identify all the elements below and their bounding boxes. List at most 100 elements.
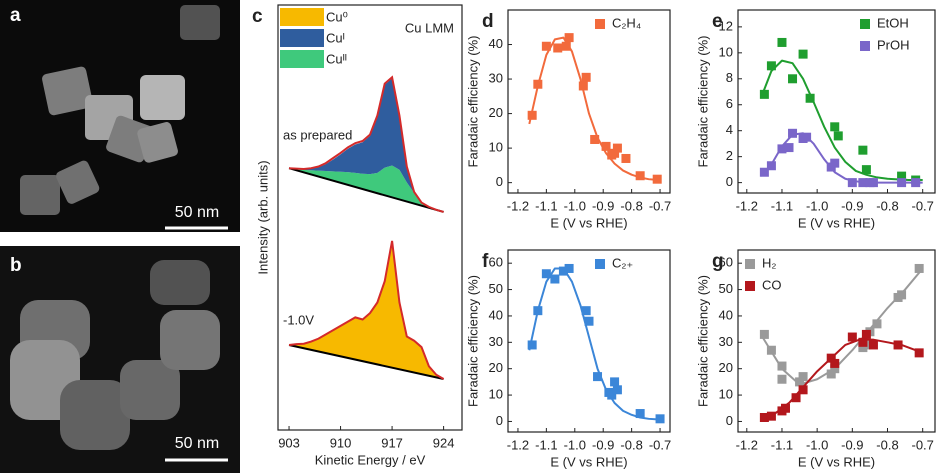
legend-marker: [745, 281, 755, 291]
y-axis-label: Faradaic efficiency (%): [465, 275, 480, 407]
data-point: [858, 178, 868, 188]
x-tick-label: -1.1: [771, 198, 793, 213]
component-area: [289, 241, 444, 379]
data-point: [635, 171, 645, 181]
y-tick-label: 0: [496, 174, 503, 189]
legend-label: Cuᴵᴵ: [326, 51, 347, 66]
image-b: b 50 nm: [0, 246, 240, 473]
y-tick-label: 0: [726, 413, 733, 428]
data-point: [601, 141, 611, 151]
data-point: [652, 174, 662, 184]
plot-frame: [507, 9, 671, 194]
y-axis-label: Faradaic efficiency (%): [465, 36, 480, 168]
data-point: [911, 178, 921, 188]
data-point: [830, 158, 840, 168]
panel-label: b: [10, 255, 22, 276]
data-point: [581, 306, 591, 316]
x-tick-label: -1.1: [771, 437, 793, 452]
data-point: [612, 385, 622, 395]
plot-frame: [737, 9, 936, 194]
plot-frame: [507, 249, 671, 433]
legend-label: EtOH: [877, 15, 909, 30]
spectrum-line: [288, 75, 444, 213]
data-point: [777, 361, 787, 371]
data-point: [533, 79, 543, 89]
data-point: [893, 340, 903, 350]
data-point: [897, 290, 907, 300]
x-axis-label: E (V vs RHE): [550, 215, 627, 230]
x-tick-label: -0.8: [876, 437, 898, 452]
panel-label: d: [482, 11, 494, 32]
y-tick-label: 30: [489, 334, 503, 349]
x-axis-label: E (V vs RHE): [550, 454, 627, 469]
x-tick-label: -0.8: [876, 198, 898, 213]
fit-line: [528, 267, 658, 421]
scale-bar-label: 50 nm: [175, 204, 219, 221]
panel-label: g: [712, 251, 724, 272]
y-tick-label: 10: [719, 44, 733, 59]
data-point: [830, 364, 840, 374]
y-tick-label: 50: [719, 281, 733, 296]
panel-label: f: [482, 251, 489, 272]
spectrum-label: -1.0V: [283, 312, 314, 327]
legend-marker: [745, 259, 755, 269]
legend-swatch: [280, 50, 324, 68]
data-point: [527, 340, 537, 350]
data-point: [805, 93, 815, 103]
data-point: [561, 41, 571, 51]
y-axis-label: Faradaic efficiency (%): [695, 275, 710, 407]
y-tick-label: 40: [489, 36, 503, 51]
y-tick-label: 60: [719, 255, 733, 270]
data-point: [621, 153, 631, 163]
data-point: [788, 128, 798, 138]
x-tick-label: -0.7: [649, 198, 671, 213]
data-point: [780, 403, 790, 413]
data-point: [766, 345, 776, 355]
data-point: [798, 49, 808, 59]
y-tick-label: 20: [719, 360, 733, 375]
data-point: [868, 178, 878, 188]
data-point: [553, 43, 563, 53]
x-tick-label: -1.0: [564, 437, 586, 452]
y-tick-label: 10: [489, 140, 503, 155]
y-tick-label: 10: [719, 387, 733, 402]
legend-label: H₂: [762, 255, 776, 270]
data-point: [826, 369, 836, 379]
component-area: [289, 78, 444, 212]
y-tick-label: 40: [719, 307, 733, 322]
data-point: [833, 131, 843, 141]
legend-label: PrOH: [877, 37, 910, 52]
x-tick-label: -1.1: [535, 437, 557, 452]
data-point: [584, 316, 594, 326]
legend-marker: [860, 19, 870, 29]
y-tick-label: 10: [489, 387, 503, 402]
legend-swatch: [280, 29, 324, 47]
data-point: [777, 374, 787, 384]
data-point: [590, 134, 600, 144]
y-axis-label: Intensity (arb. units): [255, 160, 270, 274]
y-tick-label: 50: [489, 281, 503, 296]
x-axis-label: E (V vs RHE): [798, 215, 875, 230]
data-point: [759, 412, 769, 422]
x-axis-label: Kinetic Energy / eV: [315, 452, 426, 467]
scale-bar-label: 50 nm: [175, 435, 219, 452]
fit-line: [759, 59, 923, 182]
data-point: [791, 393, 801, 403]
data-point: [541, 269, 551, 279]
data-point: [788, 74, 798, 84]
data-point: [802, 132, 812, 142]
legend-label: C₂H₄: [612, 15, 641, 30]
data-point: [914, 263, 924, 273]
data-point: [858, 337, 868, 347]
image-a: a 50 nm: [0, 0, 240, 232]
legend-marker: [860, 41, 870, 51]
y-tick-label: 20: [489, 360, 503, 375]
legend-marker: [595, 19, 605, 29]
data-point: [798, 385, 808, 395]
data-point: [914, 348, 924, 358]
x-tick-label: 924: [433, 435, 455, 450]
y-tick-label: 30: [719, 334, 733, 349]
y-axis-label: Faradaic efficiency (%): [695, 36, 710, 168]
data-point: [610, 377, 620, 387]
